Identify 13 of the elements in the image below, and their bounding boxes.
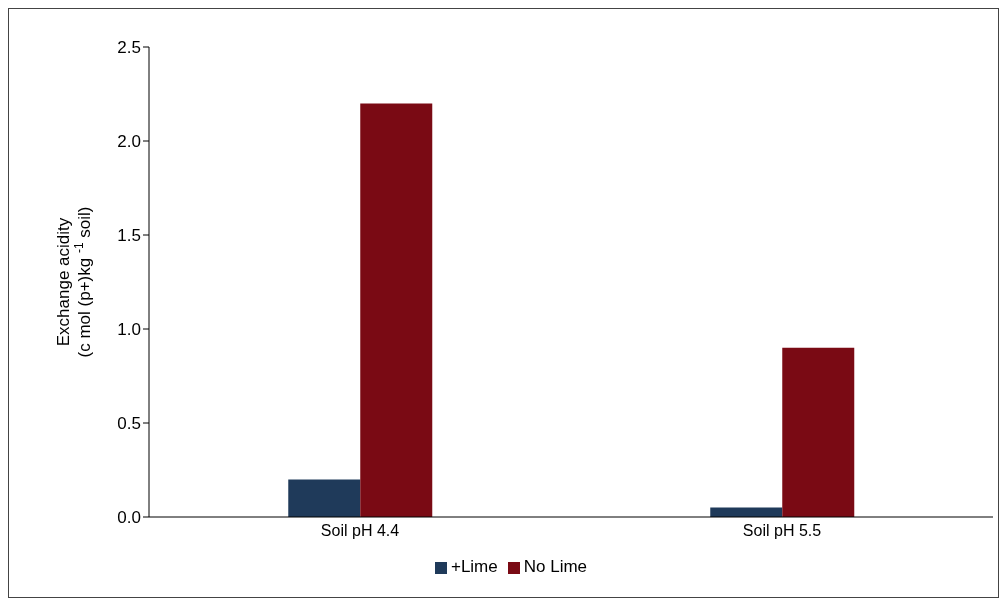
y-tick-label: 1.0 [117,320,141,340]
y-tick-label: 2.5 [117,38,141,58]
legend-label: No Lime [523,557,588,576]
y-tick-label: 2.0 [117,132,141,152]
y-tick-label: 1.5 [117,226,141,246]
y-tick-label: 0.0 [117,508,141,528]
legend-label: +Lime [450,557,498,576]
x-tick-label: Soil pH 5.5 [742,522,822,540]
bar [288,479,361,517]
y-tick-label: 0.5 [117,414,141,434]
bar [360,103,433,517]
x-tick-label: Soil pH 4.4 [320,522,400,540]
bar [782,347,855,517]
